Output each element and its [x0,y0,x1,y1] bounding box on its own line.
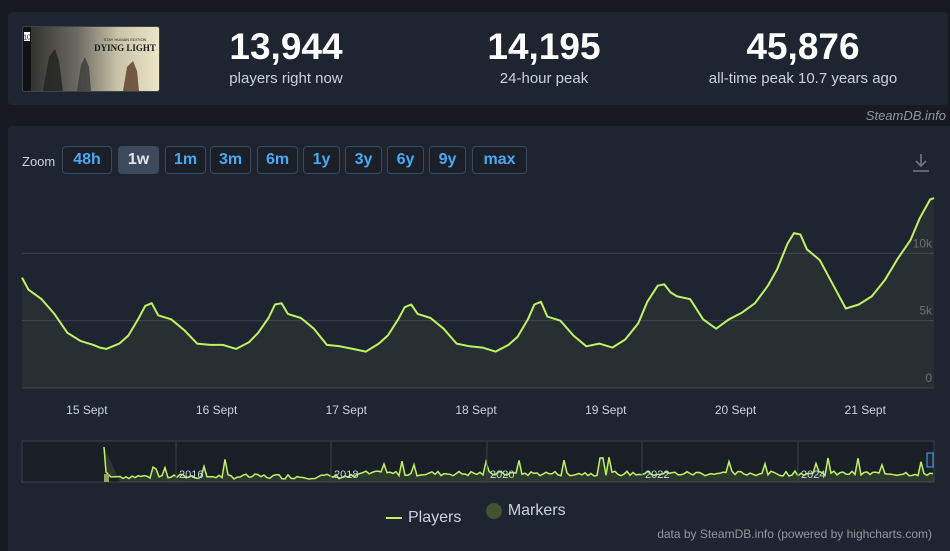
x-tick-label: 18 Sept [455,403,497,417]
zoom-label: Zoom [22,154,56,169]
players-line [21,197,935,353]
y-tick-label: 10k [913,236,933,250]
legend-players[interactable]: Players [386,509,461,527]
game-thumbnail[interactable]: 10 STAY HUMAN EDITION DYING LIGHT [22,26,160,92]
navigator-year-label: 2022 [645,469,669,481]
current-players-label: players right now [229,70,343,87]
y-tick-label: 5k [919,304,933,318]
edition-badge: 10 [23,35,31,42]
peak-24h-value: 14,195 [487,26,601,67]
chart-legend: Players Markers [386,502,586,527]
chart-credit[interactable]: data by SteamDB.info (powered by highcha… [657,527,932,541]
navigator-year-label: 2020 [490,469,514,481]
navigator-handle-right [926,452,934,468]
steamdb-credit[interactable]: SteamDB.info [865,108,946,123]
navigator-line [103,446,934,480]
markers-dot-icon [485,503,502,519]
zoom-48h-button[interactable]: 48h [62,146,112,174]
zoom-1y-button[interactable]: 1y [303,146,340,174]
stat-24h-peak: 14,195 24-hour peak [450,26,638,87]
stats-panel: 10 STAY HUMAN EDITION DYING LIGHT 13,944… [8,12,948,105]
all-time-peak-label: all-time peak 10.7 years ago [708,70,898,87]
zoom-1w-button[interactable]: 1w [118,146,159,174]
zoom-6y-button[interactable]: 6y [387,146,424,174]
players-area [22,198,934,388]
x-tick-label: 19 Sept [585,403,627,417]
legend-markers[interactable]: Markers [485,502,566,520]
current-players-value: 13,944 [229,26,343,67]
navigator-handle-left [104,474,109,482]
x-tick-label: 16 Sept [196,403,238,417]
player-chart[interactable]: 0 5k 10k 15 Sept 16 Sept 17 Sept 18 Sept 19 Sep… [8,126,950,506]
legend-markers-label: Markers [507,502,566,519]
zoom-3y-button[interactable]: 3y [345,146,382,174]
navigator-year-label: 2016 [179,469,203,481]
players-line-icon [386,517,402,519]
zoom-1m-button[interactable]: 1m [165,146,206,174]
download-icon[interactable] [912,153,930,173]
zoom-6m-button[interactable]: 6m [257,146,298,174]
zoom-3m-button[interactable]: 3m [210,146,251,174]
y-tick-label: 0 [925,371,932,385]
x-tick-label: 17 Sept [326,403,368,417]
x-tick-label: 21 Sept [845,403,887,417]
cover-subtitle: STAY HUMAN EDITION [104,37,147,42]
peak-24h-label: 24-hour peak [499,70,589,87]
game-cover-art: 10 STAY HUMAN EDITION DYING LIGHT [23,27,159,91]
legend-players-label: Players [408,509,462,526]
stat-all-time-peak: 45,876 all-time peak 10.7 years ago [688,26,918,87]
navigator-year-label: 2024 [801,469,825,481]
x-tick-label: 20 Sept [715,403,757,417]
navigator-year-label: 2018 [334,469,358,481]
chart-panel: Zoom 48h 1w 1m 3m 6m 1y 3y 6y 9y max 0 5k… [8,126,950,551]
cover-title: DYING LIGHT [94,43,156,53]
stat-current: 13,944 players right now [192,26,380,87]
zoom-max-button[interactable]: max [472,146,527,174]
all-time-peak-value: 45,876 [746,26,860,67]
zoom-9y-button[interactable]: 9y [429,146,466,174]
x-tick-label: 15 Sept [66,403,108,417]
